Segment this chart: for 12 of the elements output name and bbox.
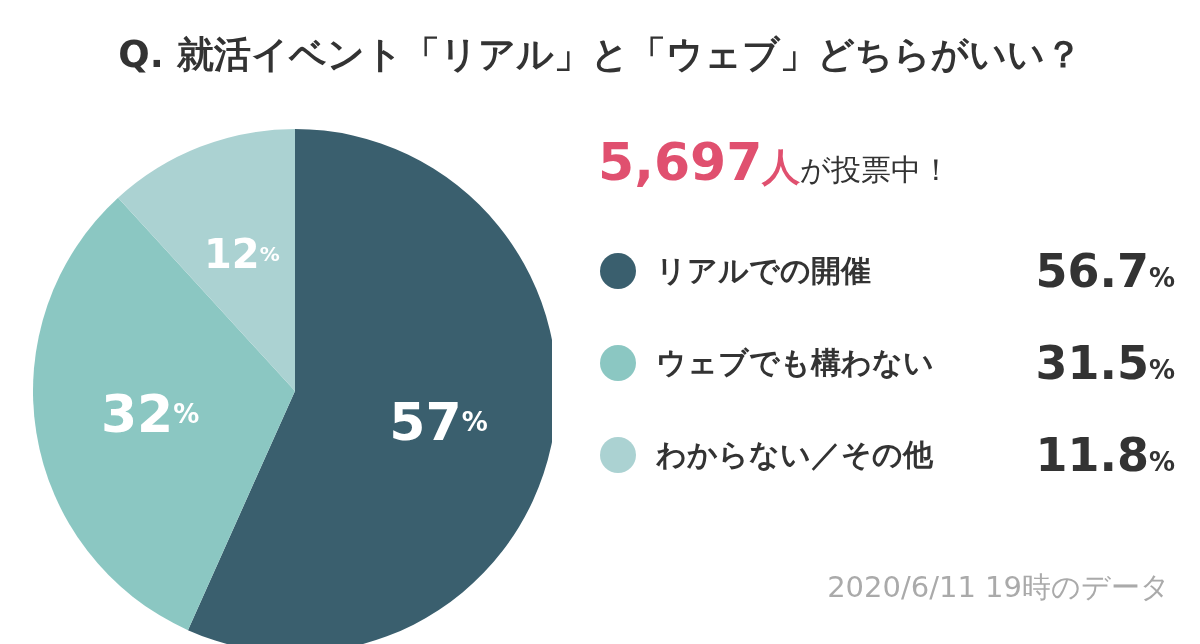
text: 56.7% xyxy=(1035,244,1175,298)
data-label: 12% xyxy=(203,231,280,278)
data-label: 57% xyxy=(389,391,488,452)
legend-label: ウェブでも構わない xyxy=(656,343,934,382)
text: 11.8% xyxy=(1035,428,1175,482)
text: 2020/6/11 19時のデータ xyxy=(827,569,1170,606)
data-label: 32% xyxy=(100,384,200,445)
chart-title: Q. 就活イベント「リアル」と「ウェブ」どちらがいい？ xyxy=(117,32,1083,78)
legend-label: リアルでの開催 xyxy=(656,251,871,290)
text: 31.5% xyxy=(1035,336,1175,390)
legend-label: わからない／その他 xyxy=(656,435,933,474)
chart-subtitle: 5,697人が投票中！ xyxy=(598,132,952,192)
